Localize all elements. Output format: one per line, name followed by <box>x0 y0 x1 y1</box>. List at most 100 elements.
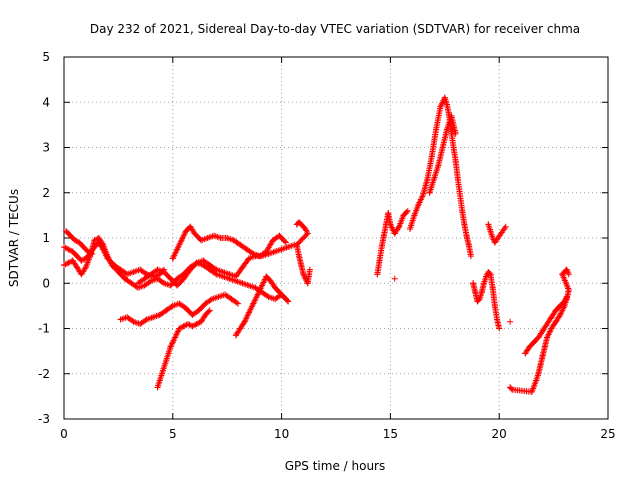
data-point <box>150 314 157 321</box>
y-tick-label: 4 <box>42 95 50 109</box>
data-point <box>124 314 131 321</box>
data-point <box>156 311 163 318</box>
data-point <box>174 330 181 337</box>
data-point <box>224 235 231 241</box>
data-point <box>239 280 246 287</box>
data-point <box>450 144 457 151</box>
data-point <box>276 289 283 296</box>
data-point <box>250 250 257 257</box>
data-point <box>195 307 202 314</box>
data-point <box>237 241 244 248</box>
data-point <box>376 257 383 264</box>
data-point <box>129 317 136 324</box>
data-point <box>282 239 289 246</box>
data-point <box>213 266 220 273</box>
data-point <box>485 221 492 228</box>
data-point <box>541 343 548 350</box>
data-point <box>207 296 214 303</box>
data-point <box>74 264 81 271</box>
data-point <box>406 225 413 232</box>
data-point <box>168 303 175 310</box>
data-point <box>169 302 176 309</box>
data-point <box>84 248 91 255</box>
data-point <box>104 253 111 260</box>
data-point <box>74 253 81 260</box>
data-point <box>91 237 98 244</box>
data-point <box>552 318 559 325</box>
data-point <box>200 257 207 264</box>
series-track-c <box>63 228 96 257</box>
data-point <box>563 266 570 273</box>
data-point <box>539 327 546 334</box>
data-point <box>228 296 235 303</box>
data-point <box>78 271 85 278</box>
data-point <box>219 268 226 275</box>
data-point <box>470 280 477 287</box>
data-point <box>403 208 410 215</box>
data-point <box>137 266 144 273</box>
data-point <box>300 271 307 278</box>
x-tick-label: 15 <box>383 427 398 441</box>
data-point <box>385 210 392 217</box>
data-point <box>146 278 153 285</box>
data-point <box>241 318 248 325</box>
data-point <box>128 280 135 287</box>
data-point <box>457 192 464 199</box>
data-point <box>448 128 455 135</box>
data-point <box>245 255 252 262</box>
series-track-i <box>293 219 313 287</box>
data-point <box>69 257 76 264</box>
data-point <box>539 352 546 359</box>
data-point <box>565 271 572 278</box>
data-point <box>552 307 559 314</box>
data-point <box>267 277 274 284</box>
data-point <box>198 237 205 244</box>
data-point <box>424 176 431 183</box>
data-point <box>245 282 252 289</box>
y-tick-label: 2 <box>42 186 50 200</box>
data-point <box>380 232 387 239</box>
data-point <box>80 244 87 251</box>
data-point <box>426 189 433 196</box>
data-point <box>452 158 459 165</box>
y-tick-label: 1 <box>42 231 50 245</box>
data-point <box>161 280 168 287</box>
data-point <box>563 293 570 300</box>
data-point <box>156 377 163 384</box>
data-point <box>280 293 287 300</box>
data-point <box>269 237 276 244</box>
data-point <box>71 237 78 244</box>
data-point <box>191 230 198 237</box>
data-point <box>478 289 485 296</box>
data-point <box>230 237 237 244</box>
data-point <box>535 370 542 377</box>
data-point <box>202 311 209 318</box>
data-point <box>526 343 533 350</box>
data-point <box>557 302 564 309</box>
data-point <box>480 280 487 287</box>
data-point <box>443 126 450 133</box>
data-point <box>205 308 212 315</box>
data-point <box>121 275 128 282</box>
data-point <box>182 228 189 235</box>
data-point <box>437 103 444 110</box>
data-point <box>65 246 72 253</box>
data-point <box>78 257 85 264</box>
data-point <box>298 262 305 269</box>
data-point <box>272 248 279 255</box>
data-point <box>187 223 194 230</box>
data-point <box>171 334 178 341</box>
data-point <box>239 264 246 271</box>
data-point <box>143 316 150 323</box>
data-point <box>452 130 459 137</box>
data-point <box>281 238 288 245</box>
data-point <box>95 235 102 241</box>
data-point <box>254 291 261 298</box>
data-point <box>208 296 215 303</box>
data-point <box>161 268 168 275</box>
data-point <box>217 235 224 241</box>
data-point <box>167 275 174 282</box>
series-track-n <box>507 266 572 395</box>
data-point <box>496 325 503 332</box>
y-tick-label: 0 <box>42 276 50 290</box>
